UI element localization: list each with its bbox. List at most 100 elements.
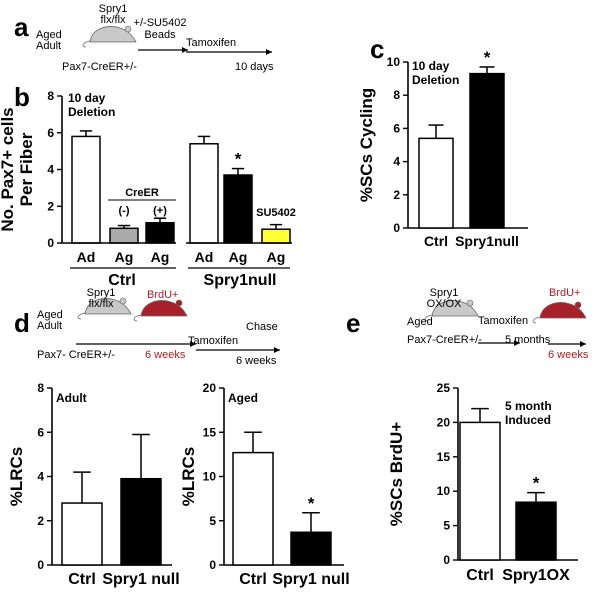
y-tick-label: 0 (393, 221, 400, 235)
y-axis-label: No. Pax7+ cellsPer Fiber (0, 107, 36, 231)
y-tick-label: 4 (393, 155, 400, 169)
category-label: Ad (77, 249, 96, 265)
schematic-e-pulse: BrdU+ (549, 287, 581, 299)
schematic-d-pulse: BrdU+ (147, 289, 179, 301)
y-tick-label: 8 (47, 89, 54, 103)
y-axis-label: %SCs Cycling (357, 88, 376, 202)
chart-c: 0 2 4 6 8 10 %SCs Cycling Ctrl * Spry1null (357, 48, 528, 249)
chart-annotation: 10 day Deletion (412, 59, 459, 87)
y-tick-label: 15 (437, 450, 451, 464)
schematic-a-arrow-2-head (266, 49, 272, 55)
chart-annotation: Aged (228, 391, 258, 405)
bar (61, 502, 103, 566)
y-tick-label: 10 (203, 470, 217, 484)
mouse-icon-e-red (532, 301, 587, 324)
schematic-d-duration: 6 weeks (236, 355, 277, 367)
bar (189, 143, 219, 244)
schematic-e-age: Aged (407, 316, 433, 328)
chart-d1: 0 2 4 6 8 %LRCs Ctrl Spry1 null (7, 381, 180, 588)
mouse-icon-d-white (77, 297, 132, 320)
category-label: Ctrl (424, 233, 448, 249)
y-tick-label: 6 (393, 121, 400, 135)
category-label: Spry1 null (102, 571, 179, 588)
schematic-a-treatment: +/-SU5402 Beads (134, 17, 187, 41)
y-tick-label: 0 (209, 558, 216, 572)
y-tick-label: 4 (47, 163, 54, 177)
category-label: Spry1 null (272, 571, 349, 588)
panel-label-b: b (14, 82, 30, 112)
y-tick-label: 10 (387, 55, 401, 69)
schematic-d-arrow-2-head (274, 347, 280, 353)
y-tick-label: 8 (393, 88, 400, 102)
schematic-d-step: Tamoxifen (188, 335, 238, 347)
mouse-icon-a (82, 25, 137, 48)
y-tick-label: 6 (37, 425, 44, 439)
schematic-d-genotype: Pax7- CreER+/- (37, 349, 115, 361)
y-tick-label: 25 (437, 381, 451, 395)
y-tick-label: 2 (47, 199, 54, 213)
schematic-e-mouse-label: Spry1 OX/OX (427, 287, 463, 310)
su5402-label: SU5402 (256, 207, 296, 219)
category-label: Ag (115, 249, 134, 265)
schematic-e-arrow-red-head (580, 341, 586, 347)
y-tick-label: 8 (37, 381, 44, 395)
y-tick-label: 5 (209, 514, 216, 528)
bar (145, 222, 175, 244)
y-tick-label: 6 (47, 126, 54, 140)
schematic-a-step: Tamoxifen (186, 37, 236, 49)
schematic-a-age: Aged Adult (36, 29, 62, 52)
category-label: Ag (267, 249, 286, 265)
category-label: Spry1null (455, 233, 519, 249)
schematic-e-pulse-time: 6 weeks (548, 349, 589, 361)
bar (515, 501, 557, 561)
panel-label-e: e (346, 308, 360, 338)
schematic-a-mouse-label: Spry1 flx/flx (99, 3, 128, 26)
significance-marker: * (235, 150, 242, 169)
chart-annotation: 10 day Deletion (68, 91, 115, 119)
bar (459, 421, 501, 561)
bar (418, 137, 454, 229)
significance-marker: * (533, 474, 540, 493)
schematic-d-mouse-label: Spry1 flx/flx (87, 287, 116, 310)
category-label: Ag (229, 249, 248, 265)
panel-label-a: a (14, 12, 29, 42)
y-tick-label: 4 (37, 470, 44, 484)
y-axis-label: %LRCs (7, 447, 26, 507)
chart-annotation: Adult (56, 391, 87, 405)
chart-b: 0 2 4 6 8 No. Pax7+ cellsPer Fiber Ad Ag Ag Ad * Ag… (0, 89, 291, 265)
schematic-a-genotype: Pax7-CreER+/- (62, 61, 137, 73)
category-label: Ag (151, 249, 170, 265)
creer-plus-label: (+) (153, 205, 167, 217)
creer-minus-label: (-) (119, 205, 130, 217)
y-tick-label: 0 (47, 236, 54, 250)
bar (120, 477, 162, 566)
group-label-ctrl: Ctrl (108, 272, 136, 289)
schematic-d-arrow-red-head (190, 341, 196, 347)
y-tick-label: 2 (37, 514, 44, 528)
schematic-e-duration: 5 months (505, 334, 551, 346)
bar (261, 228, 291, 244)
bar (290, 531, 332, 566)
y-tick-label: 0 (37, 558, 44, 572)
y-tick-label: 5 (443, 519, 450, 533)
schematic-e-step: Tamoxifen (478, 315, 528, 327)
schematic-e-genotype: Pax7-CreER+/- (407, 334, 482, 346)
schematic-a-duration: 10 days (235, 61, 274, 73)
y-tick-label: 0 (443, 553, 450, 567)
bar (109, 227, 139, 244)
significance-marker: * (484, 48, 491, 67)
category-label: Ad (195, 249, 214, 265)
creer-label: CreER (125, 187, 159, 199)
schematic-a-arrow-1-head (182, 47, 188, 53)
schematic-e-arrow-1-head (514, 340, 520, 346)
category-label: Ctrl (68, 571, 96, 588)
y-axis-label: %LRCs (179, 447, 198, 507)
group-label-spry1null: Spry1null (204, 272, 277, 289)
chart-d2: 0 5 10 15 20 %LRCs Ctrl * Spry1 null (179, 381, 350, 588)
bar (469, 72, 505, 229)
y-tick-label: 10 (437, 484, 451, 498)
y-tick-label: 2 (393, 188, 400, 202)
category-label: Ctrl (466, 567, 494, 584)
panel-label-c: c (370, 34, 384, 64)
